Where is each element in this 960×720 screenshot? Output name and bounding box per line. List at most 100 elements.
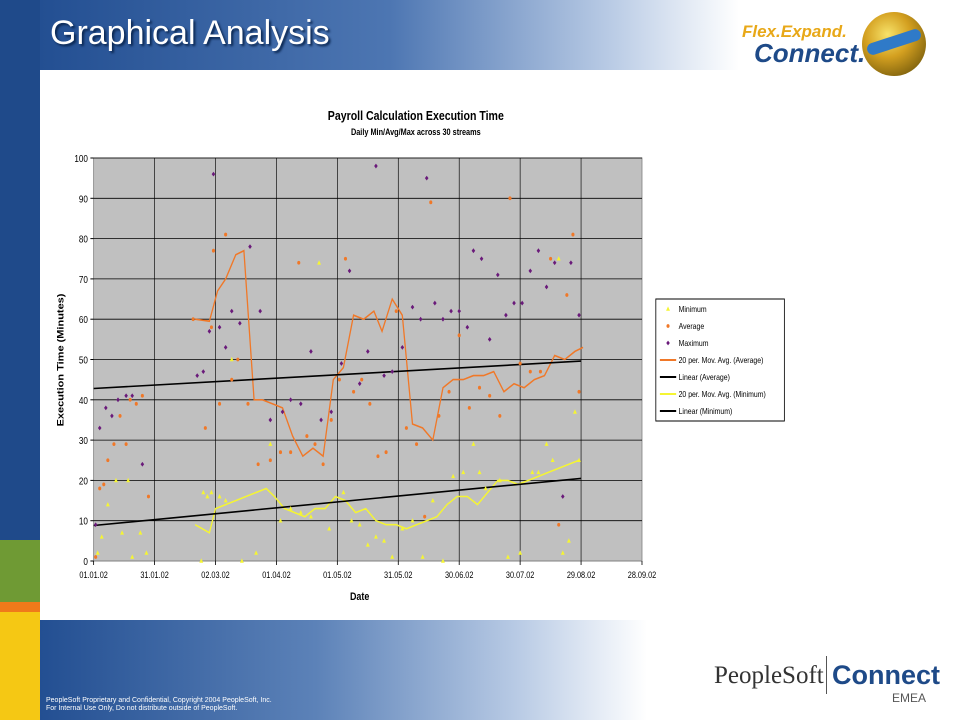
- data-point: [373, 534, 378, 539]
- data-point: [144, 550, 149, 555]
- data-point: [451, 473, 456, 479]
- legend-entry: Maximum: [679, 338, 709, 348]
- data-point: [268, 458, 272, 463]
- chart-subtitle: Daily Min/Avg/Max across 30 streams: [351, 127, 481, 137]
- brand-tagline-connect: Connect.: [754, 38, 866, 68]
- data-point: [93, 522, 98, 528]
- y-tick-label: 40: [79, 395, 88, 406]
- data-point: [229, 308, 234, 314]
- data-point: [415, 442, 419, 447]
- data-point: [246, 401, 250, 406]
- data-point: [239, 558, 244, 563]
- data-point: [224, 232, 228, 237]
- data-point: [512, 300, 516, 306]
- chart-title: Payroll Calculation Execution Time: [328, 108, 504, 123]
- data-point: [229, 356, 234, 362]
- data-point: [536, 469, 541, 475]
- data-point: [102, 482, 106, 487]
- data-point: [297, 260, 301, 265]
- data-point: [209, 325, 213, 330]
- legend-swatch: [666, 306, 670, 311]
- data-point: [374, 163, 378, 169]
- left-bar-blue: [0, 0, 40, 540]
- data-point: [360, 377, 364, 382]
- y-tick-label: 20: [79, 476, 88, 487]
- data-point: [418, 316, 423, 322]
- data-point: [339, 361, 344, 366]
- legend-entry: 20 per. Mov. Avg. (Minimum): [679, 389, 767, 399]
- data-point: [497, 477, 502, 483]
- left-bar-orange: [0, 602, 40, 612]
- data-point: [441, 558, 445, 563]
- data-point: [520, 300, 524, 306]
- data-point: [343, 256, 348, 261]
- data-point: [288, 506, 293, 511]
- data-point: [549, 256, 553, 261]
- data-point: [504, 312, 508, 318]
- y-tick-label: 0: [83, 556, 88, 567]
- data-point: [394, 309, 398, 314]
- y-axis-label: Execution Time (Minutes): [56, 294, 66, 427]
- data-point: [217, 324, 222, 330]
- data-point: [552, 260, 557, 266]
- data-point: [94, 555, 98, 559]
- data-point: [441, 316, 445, 322]
- data-point: [477, 469, 482, 475]
- data-point: [477, 385, 482, 390]
- data-point: [349, 518, 354, 523]
- data-point: [447, 389, 451, 394]
- data-point: [98, 486, 102, 491]
- data-point: [223, 497, 228, 503]
- series-line: [195, 249, 584, 458]
- data-point: [420, 554, 425, 559]
- data-point: [518, 550, 523, 555]
- data-point: [347, 268, 352, 274]
- data-point: [236, 357, 240, 362]
- x-axis-label: Date: [350, 591, 370, 603]
- data-point: [487, 336, 492, 342]
- data-point: [544, 441, 549, 446]
- data-point: [211, 248, 216, 253]
- series-layer: [93, 163, 584, 563]
- series-20-per-mov-avg-minimum-: [194, 459, 580, 534]
- data-point: [467, 405, 471, 410]
- data-point: [289, 450, 293, 455]
- data-point: [278, 450, 283, 455]
- data-point: [429, 200, 433, 205]
- data-point: [384, 450, 388, 455]
- data-point: [423, 514, 427, 519]
- x-tick-label: 28.09.02: [628, 570, 657, 580]
- data-point: [457, 308, 461, 314]
- data-point: [560, 494, 565, 499]
- data-point: [483, 485, 488, 491]
- y-tick-label: 60: [79, 314, 88, 325]
- x-tick-label: 31.05.02: [384, 570, 413, 580]
- data-point: [376, 454, 380, 459]
- data-point: [130, 393, 135, 399]
- data-point: [126, 477, 131, 483]
- y-tick-label: 30: [79, 435, 88, 446]
- y-tick-label: 100: [74, 153, 88, 164]
- peoplesoft-logo-text: PeopleSoft: [714, 662, 824, 689]
- data-point: [577, 312, 581, 318]
- data-point: [400, 345, 405, 350]
- data-point: [106, 458, 110, 463]
- data-point: [390, 554, 395, 559]
- data-point: [496, 272, 500, 278]
- data-point: [544, 284, 549, 290]
- data-point: [205, 493, 210, 499]
- data-point: [308, 514, 313, 519]
- data-point: [238, 320, 242, 326]
- grid-lines: [93, 157, 642, 561]
- y-axis-ticks: 0 10 20 30 40 50 60 70 80 90 100: [74, 153, 94, 567]
- data-point: [223, 345, 228, 350]
- footer-line-2: For Internal Use Only, Do not distribute…: [46, 705, 238, 712]
- data-point: [199, 558, 204, 563]
- data-point: [382, 538, 387, 543]
- data-point: [577, 389, 581, 394]
- data-point: [211, 171, 216, 177]
- data-point: [560, 550, 565, 555]
- data-point: [410, 304, 415, 310]
- footer-disclaimer: PeopleSoft Proprietary and Confidential,…: [46, 697, 272, 713]
- data-point: [321, 462, 325, 467]
